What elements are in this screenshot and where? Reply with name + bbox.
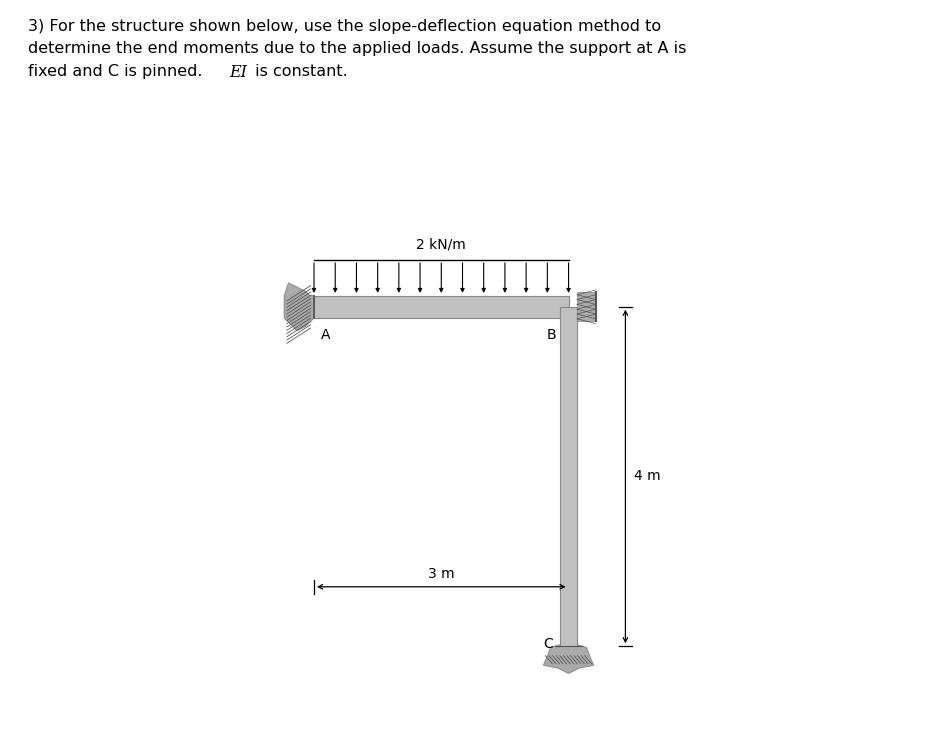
Text: 3 m: 3 m bbox=[428, 567, 454, 581]
Text: is constant.: is constant. bbox=[250, 64, 348, 79]
Bar bbox=[314, 295, 569, 318]
Text: B: B bbox=[546, 328, 556, 342]
Text: fixed and C is pinned.: fixed and C is pinned. bbox=[28, 64, 207, 79]
Bar bbox=[560, 307, 577, 646]
Bar bbox=[577, 292, 596, 321]
Text: determine the end moments due to the applied loads. Assume the support at A is: determine the end moments due to the app… bbox=[28, 41, 686, 56]
Polygon shape bbox=[284, 283, 314, 331]
Text: 3) For the structure shown below, use the slope-deflection equation method to: 3) For the structure shown below, use th… bbox=[28, 19, 660, 34]
Text: 4 m: 4 m bbox=[634, 470, 660, 483]
Polygon shape bbox=[544, 645, 594, 673]
Text: A: A bbox=[321, 328, 330, 342]
Text: 2 kN/m: 2 kN/m bbox=[416, 238, 466, 251]
Text: C: C bbox=[544, 637, 553, 652]
Text: EI: EI bbox=[229, 64, 247, 81]
